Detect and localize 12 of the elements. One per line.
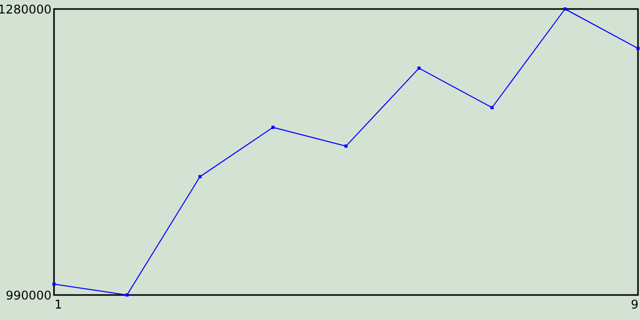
point (417, 66, 421, 70)
point (563, 7, 567, 11)
point (198, 175, 202, 178)
point (344, 144, 348, 148)
point (636, 46, 640, 50)
y-tick-label: 990000 (6, 288, 52, 302)
point (52, 282, 56, 286)
point (271, 126, 275, 129)
point (490, 106, 494, 110)
point (125, 293, 129, 297)
x-tick-label: 9 (630, 298, 638, 312)
x-tick-label: 1 (54, 298, 62, 312)
